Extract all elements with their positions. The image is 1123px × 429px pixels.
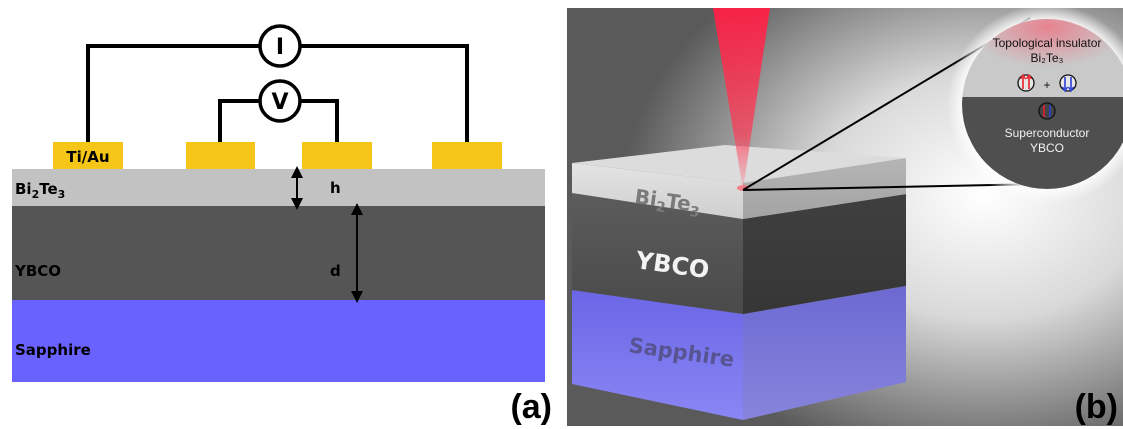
- dimension-label-h: h: [330, 179, 341, 197]
- layer-label-ybco: YBCO: [14, 262, 61, 280]
- current-wire: [86, 44, 469, 142]
- current-meter-label: I: [276, 35, 284, 60]
- layer-label-sapphire: Sapphire: [15, 341, 91, 359]
- cube-ybco-side: [743, 194, 906, 314]
- contact-pad-1: [53, 142, 123, 169]
- contact-pad-2: [186, 142, 255, 169]
- layer-ybco: [12, 206, 545, 300]
- inset-sc-title: Superconductor: [1005, 126, 1090, 140]
- inset-sc-material: YBCO: [1030, 141, 1064, 155]
- current-meter-circle: [258, 24, 302, 68]
- panel-b: Bi2Te3 YBCO Sapphire Topological insulat…: [567, 4, 1123, 426]
- panel-a: I V Ti/Au Bi2Te3 YBCO Sapphire h d (a): [12, 24, 552, 426]
- cooper-pair-icon: [1038, 102, 1056, 120]
- cube-ybco-front: [572, 193, 743, 314]
- cube-bi2te3-front: [572, 163, 743, 219]
- voltage-meter-label: V: [271, 90, 288, 115]
- contact-pad-4: [432, 142, 502, 169]
- contact-pad-3: [302, 142, 372, 169]
- cube-label-bi2te3: Bi2Te3: [633, 184, 702, 221]
- spin-up-head: [1019, 73, 1033, 80]
- panel-a-label: (a): [510, 388, 552, 426]
- voltage-wire: [218, 99, 339, 142]
- laser-beam: [713, 8, 770, 190]
- layer-bi2te3: [12, 169, 545, 206]
- spin-down-pair-icon: [1059, 74, 1077, 92]
- cube-sapphire-side: [743, 286, 906, 420]
- inset-plus: +: [1043, 78, 1050, 92]
- contact-label: Ti/Au: [66, 148, 109, 166]
- inset-ti-material: Bi₂Te₃: [1031, 51, 1064, 65]
- spin-down-head: [1061, 86, 1075, 93]
- layer-label-bi2te3: Bi2Te3: [15, 180, 65, 201]
- layer-sapphire: [12, 300, 545, 382]
- cube-sapphire-front: [572, 290, 743, 420]
- panel-b-label: (b): [1075, 388, 1118, 426]
- voltage-meter-circle: [258, 79, 302, 123]
- spin-up-pair-icon: [1017, 74, 1035, 92]
- dimension-label-d: d: [330, 262, 341, 280]
- inset-ti-title: Topological insulator: [993, 36, 1102, 50]
